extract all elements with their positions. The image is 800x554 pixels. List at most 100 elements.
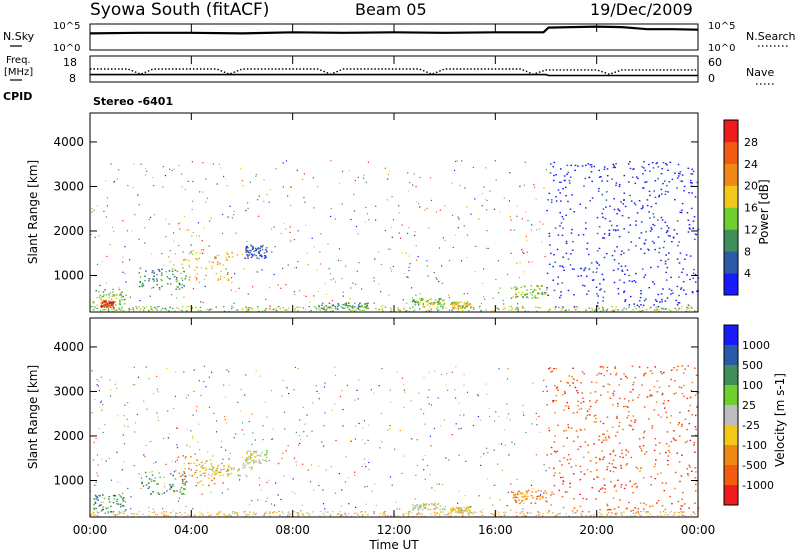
data-point: [460, 508, 463, 510]
data-point: [243, 268, 245, 270]
data-point: [647, 515, 649, 517]
data-point: [191, 161, 193, 163]
data-point: [92, 309, 95, 311]
data-point: [634, 507, 637, 509]
data-point: [536, 229, 538, 231]
data-point: [532, 290, 534, 292]
data-point: [94, 502, 97, 504]
scatter-region: [546, 161, 700, 308]
data-point: [399, 430, 401, 432]
data-point: [116, 503, 118, 505]
data-point: [596, 305, 599, 307]
data-point: [669, 235, 671, 237]
data-point: [691, 182, 693, 184]
data-point: [114, 514, 116, 516]
data-point: [377, 283, 380, 285]
data-point: [282, 379, 284, 382]
data-point: [189, 446, 191, 448]
data-point: [501, 469, 503, 471]
data-point: [620, 378, 622, 380]
data-point: [150, 479, 153, 481]
data-point: [440, 304, 443, 306]
data-point: [690, 514, 693, 516]
data-point: [285, 160, 288, 162]
data-point: [681, 202, 684, 205]
data-point: [677, 244, 679, 247]
data-point: [216, 513, 218, 515]
data-point: [252, 286, 254, 288]
data-point: [461, 307, 463, 309]
data-point: [583, 473, 586, 475]
data-point: [175, 371, 177, 373]
data-point: [156, 388, 159, 390]
data-point: [107, 308, 110, 310]
data-point: [438, 247, 441, 249]
data-point: [363, 306, 365, 309]
data-point: [671, 503, 673, 505]
data-point: [613, 486, 616, 488]
data-point: [414, 234, 416, 236]
data-point: [537, 490, 540, 492]
data-point: [438, 300, 440, 302]
data-point: [250, 468, 252, 471]
data-point: [156, 283, 158, 286]
data-point: [225, 251, 228, 254]
data-point: [595, 261, 598, 263]
data-point: [175, 281, 178, 283]
data-point: [146, 408, 148, 410]
data-point: [669, 161, 672, 163]
data-point: [246, 458, 249, 461]
data-point: [330, 279, 332, 281]
data-point: [455, 515, 457, 517]
data-point: [354, 306, 356, 308]
data-point: [457, 305, 459, 308]
data-point: [353, 193, 355, 195]
data-point: [452, 308, 454, 310]
data-point: [564, 309, 567, 312]
data-point: [258, 252, 261, 254]
data-point: [580, 407, 583, 410]
data-point: [251, 248, 254, 250]
data-point: [497, 463, 499, 465]
data-point: [635, 512, 637, 514]
data-point: [580, 471, 582, 473]
data-point: [271, 438, 273, 441]
data-point: [289, 515, 291, 517]
data-point: [197, 222, 200, 224]
data-point: [330, 306, 332, 309]
data-point: [491, 310, 493, 312]
data-point: [113, 498, 116, 500]
data-point: [524, 495, 526, 497]
scatter-region: [92, 494, 127, 513]
data-point: [632, 491, 634, 494]
data-point: [434, 502, 436, 505]
data-point: [453, 508, 456, 510]
data-point: [439, 209, 441, 211]
colorbar-tick: 16: [744, 202, 758, 215]
data-point: [210, 463, 213, 465]
data-point: [147, 482, 150, 484]
data-point: [560, 168, 562, 170]
data-point: [266, 481, 268, 484]
data-point: [166, 367, 168, 370]
data-point: [612, 163, 615, 166]
data-point: [315, 385, 317, 387]
data-point: [254, 247, 257, 250]
data-point: [334, 305, 336, 308]
data-point: [562, 227, 564, 229]
data-point: [517, 307, 519, 309]
data-point: [288, 511, 290, 513]
data-point: [567, 258, 570, 260]
data-point: [423, 506, 425, 508]
data-point: [436, 507, 439, 509]
data-point: [490, 513, 492, 515]
data-point: [357, 308, 360, 310]
data-point: [226, 185, 228, 187]
data-point: [361, 465, 363, 467]
data-point: [153, 306, 156, 308]
data-point: [666, 230, 669, 233]
data-point: [634, 204, 637, 206]
data-point: [193, 473, 195, 476]
data-point: [548, 309, 550, 311]
data-point: [640, 511, 642, 513]
